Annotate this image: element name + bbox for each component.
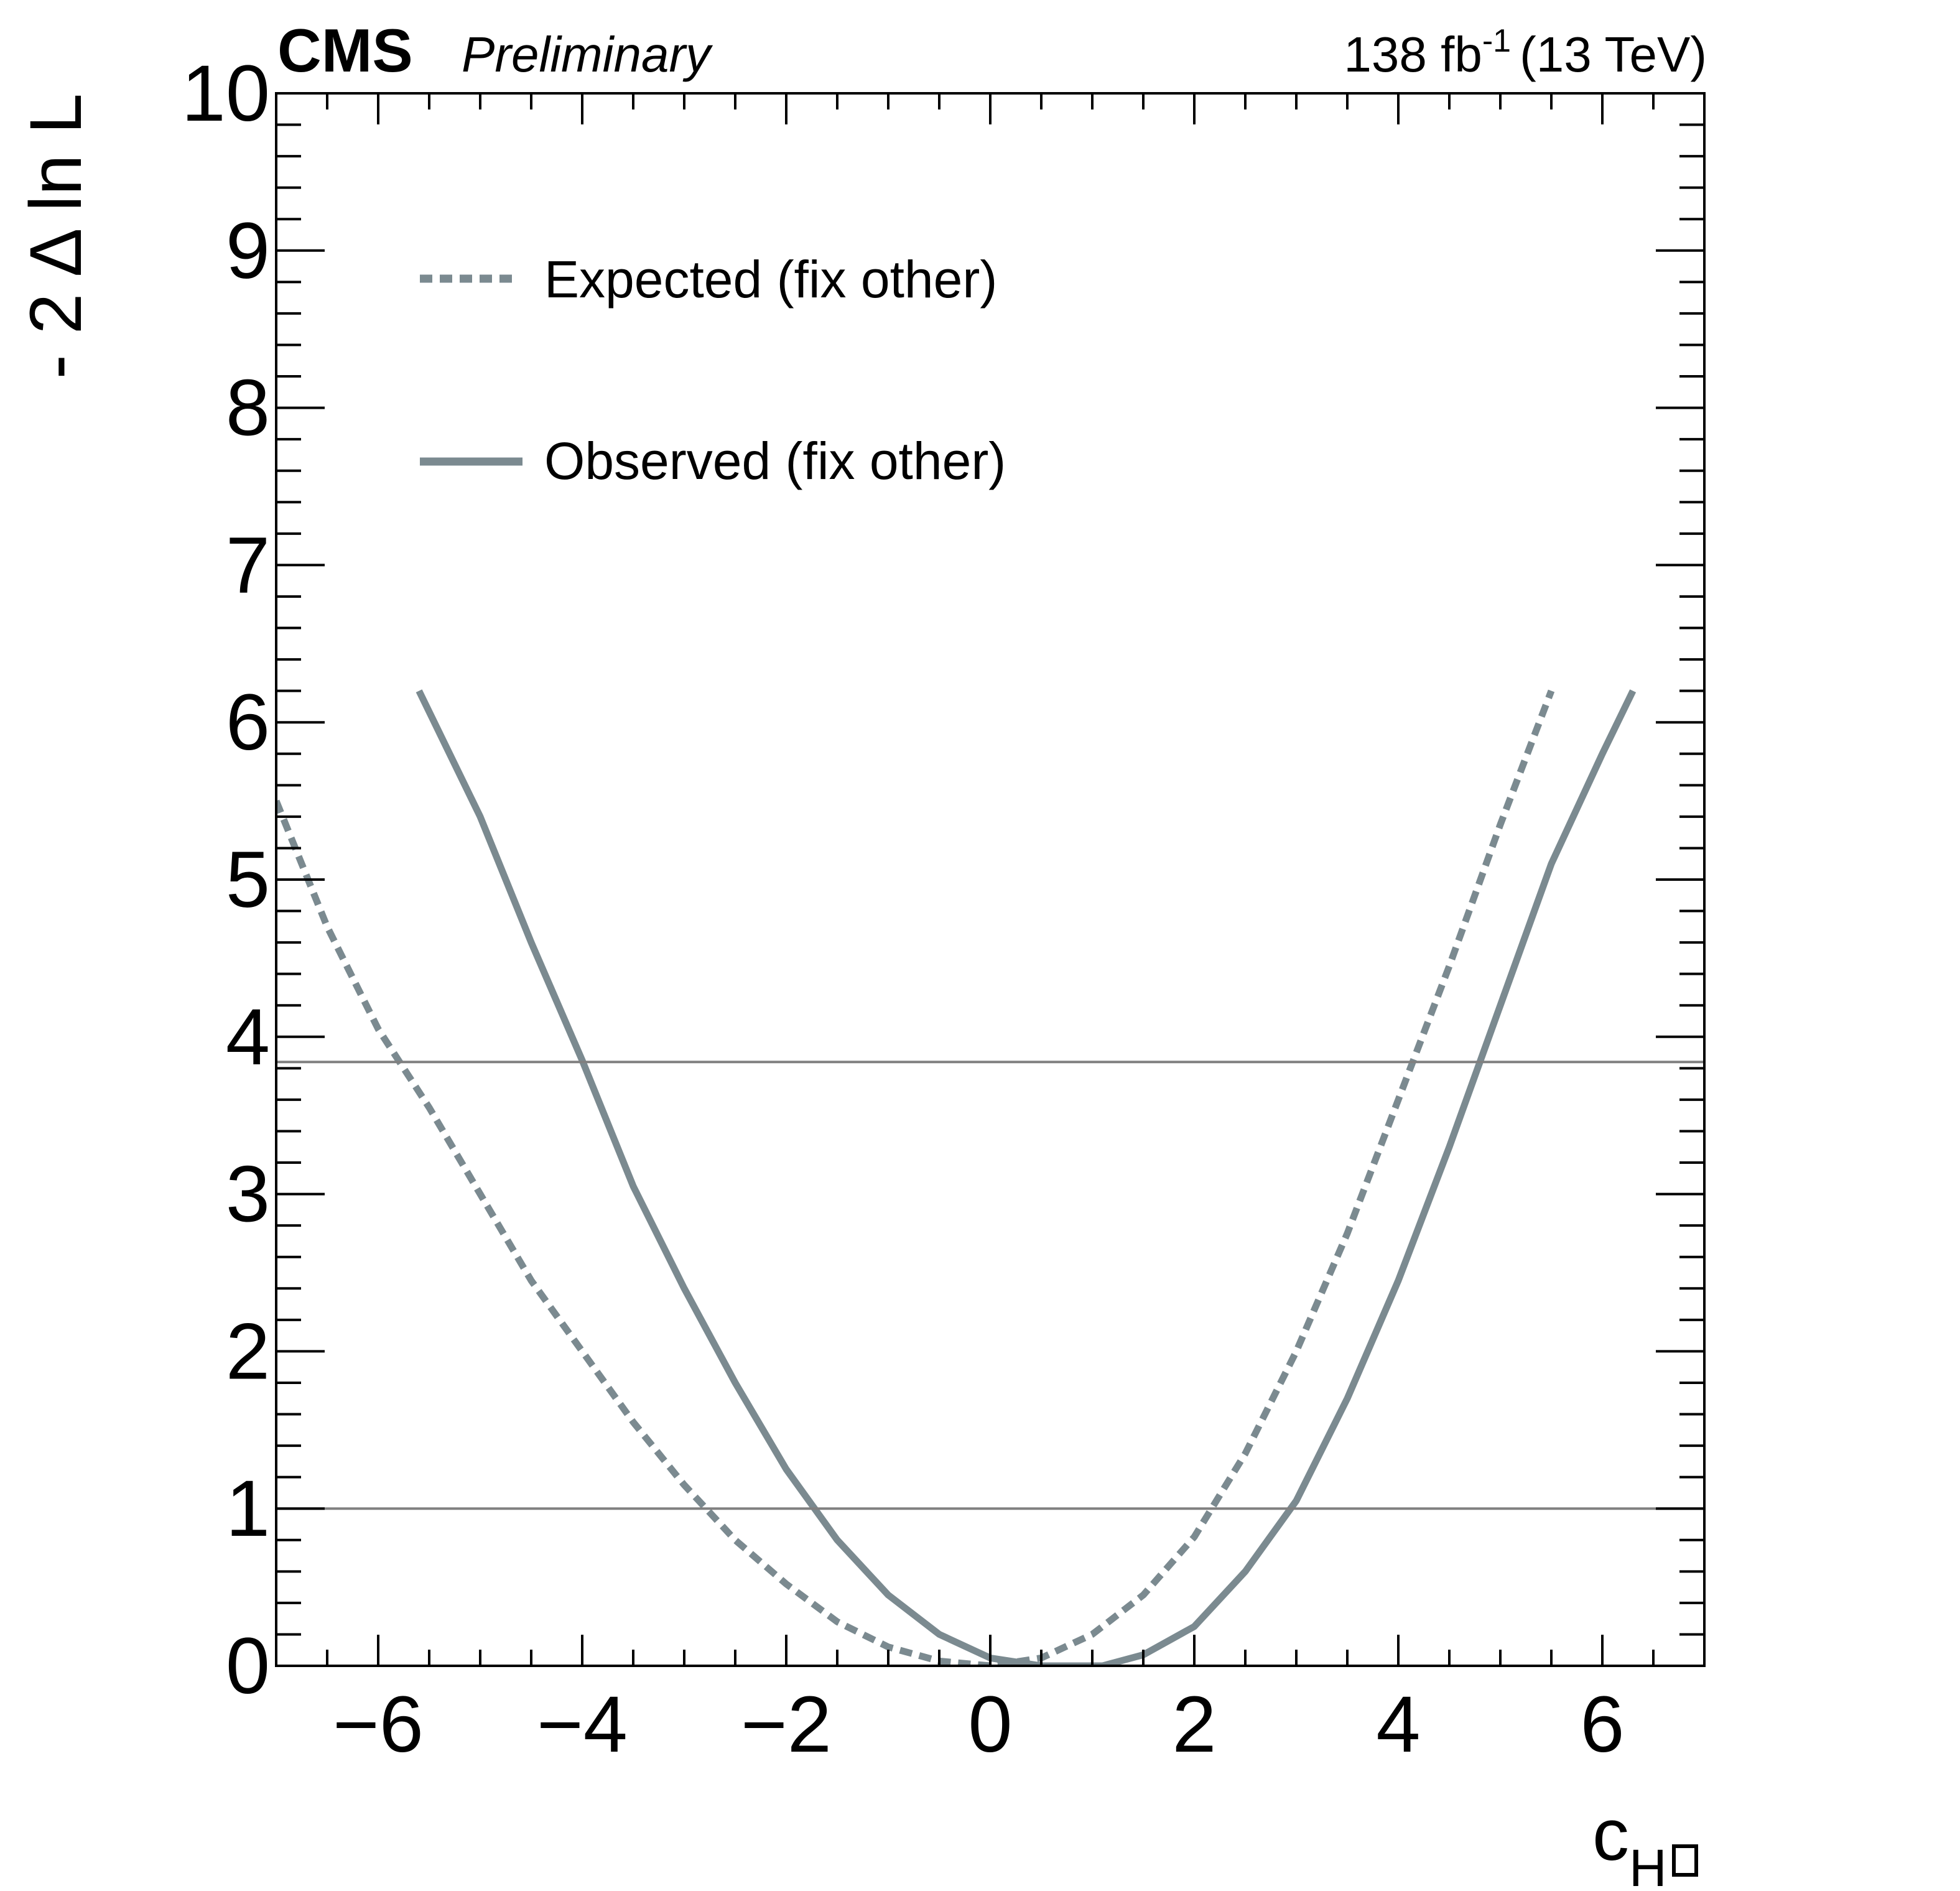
x-axis-title-subscript: H [1629,1839,1667,1891]
x-tick-label: −6 [333,1680,424,1769]
preliminary-label: Preliminary [462,27,713,82]
x-axis-title-main: c [1592,1794,1629,1876]
reference-lines-layer [276,1061,1704,1510]
x-tick-label: 6 [1580,1680,1624,1769]
plot-frame [275,92,1706,1667]
axis-ticks-layer [275,92,1706,1667]
x-tick-label: 0 [968,1680,1012,1769]
y-tick-label: 2 [226,1307,270,1396]
y-tick-label: 9 [226,207,270,295]
y-tick-label: 0 [226,1622,270,1711]
y-tick-label: 6 [226,678,270,767]
x-axis-title: cH [1592,1794,1667,1891]
y-tick-label: 3 [226,1150,270,1239]
series-line-expected [276,689,1555,1666]
curves-layer [276,689,1637,1666]
y-tick-label: 4 [226,993,270,1082]
y-tick-label: 7 [226,521,270,610]
series-line-observed [416,689,1637,1666]
x-tick-label: 2 [1172,1680,1216,1769]
cms-label: CMS [277,16,413,85]
lumi-exponent: -1 [1482,23,1511,59]
x-tick-label: 4 [1376,1680,1420,1769]
y-tick-label: 8 [226,364,270,453]
lumi-label: 138 fb-1 (13 TeV) [1344,23,1707,82]
x-tick-label: −2 [741,1680,832,1769]
y-tick-label: 10 [182,49,270,138]
tick-labels-layer: −6 −4 −2 0 2 4 6 0 1 2 3 4 5 6 7 8 9 10 [182,49,1625,1769]
energy-label: (13 TeV) [1520,27,1707,82]
x-tick-label: −4 [537,1680,628,1769]
legend-expected-label: Expected (fix other) [544,250,997,309]
x-axis-subscript-box-symbol [1672,1844,1698,1877]
y-tick-label: 1 [226,1464,270,1553]
lumi-value: 138 fb [1344,27,1482,82]
y-tick-label: 5 [226,835,270,924]
y-axis-title: - 2 Δ ln L [15,93,97,379]
legend-observed-label: Observed (fix other) [544,432,1006,490]
